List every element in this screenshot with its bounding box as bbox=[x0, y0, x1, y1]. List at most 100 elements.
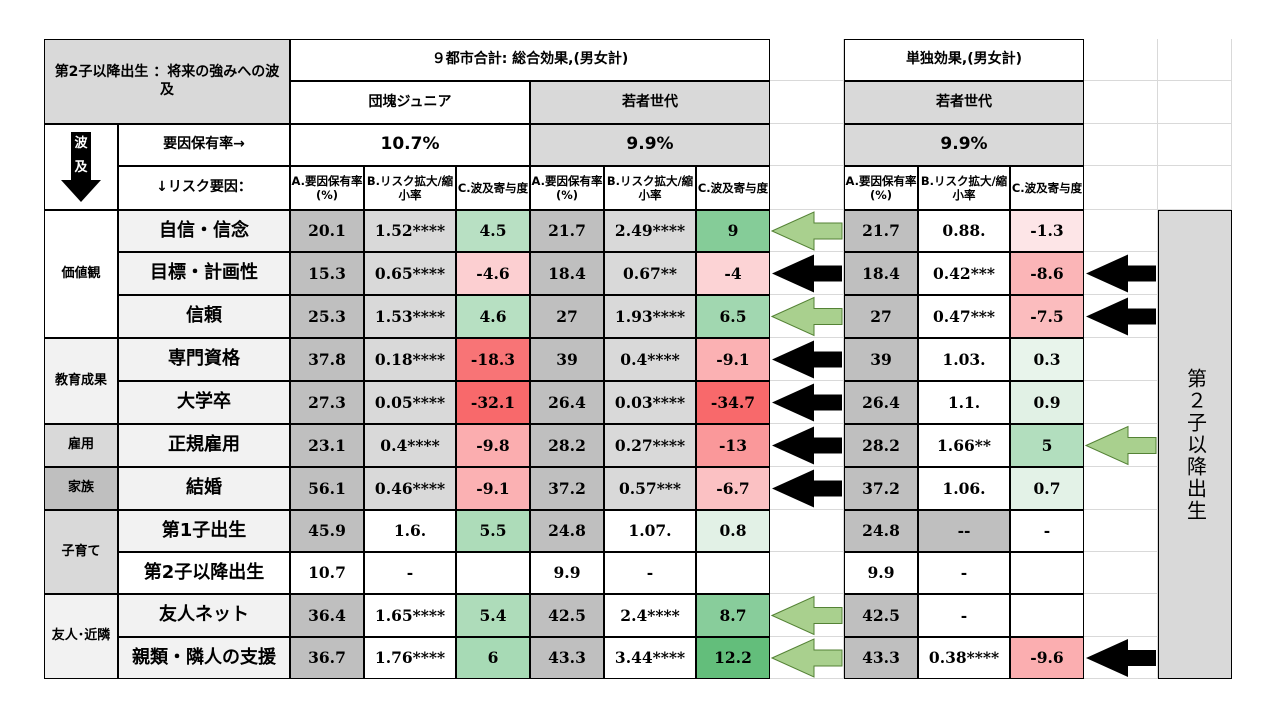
risk-factor-label: 親類・隣人の支援 bbox=[118, 637, 290, 679]
wave-arrow-cell: 波及 bbox=[44, 124, 118, 210]
value-c-single bbox=[1010, 552, 1084, 594]
category-label: 友人･近隣 bbox=[44, 594, 118, 679]
value-b-single: 1.1. bbox=[918, 381, 1010, 424]
value-a-young: 43.3 bbox=[530, 637, 604, 679]
empty-cell bbox=[770, 166, 844, 210]
value-c-young: -9.1 bbox=[696, 338, 770, 381]
empty-cell bbox=[770, 295, 844, 338]
col-header-a: A.要因保有率(%) bbox=[530, 166, 604, 210]
value-b-young: 2.49**** bbox=[604, 210, 696, 252]
value-b-young: 2.4**** bbox=[604, 594, 696, 637]
value-a-junior: 23.1 bbox=[290, 424, 364, 467]
value-a-young: 39 bbox=[530, 338, 604, 381]
value-b-single: -- bbox=[918, 510, 1010, 552]
empty-cell bbox=[770, 39, 844, 81]
col-header-b: B.リスク拡大/縮小率 bbox=[604, 166, 696, 210]
empty-cell bbox=[1158, 81, 1232, 124]
value-b-single: - bbox=[918, 594, 1010, 637]
value-c-single: - bbox=[1010, 510, 1084, 552]
empty-cell bbox=[1084, 381, 1158, 424]
empty-cell bbox=[770, 338, 844, 381]
value-c-junior: 4.5 bbox=[456, 210, 530, 252]
empty-cell bbox=[1084, 467, 1158, 510]
empty-cell bbox=[770, 637, 844, 679]
value-b-young: - bbox=[604, 552, 696, 594]
value-a-junior: 25.3 bbox=[290, 295, 364, 338]
segment-header-young-single: 若者世代 bbox=[844, 81, 1084, 124]
value-a-single: 42.5 bbox=[844, 594, 918, 637]
empty-cell bbox=[1084, 81, 1158, 124]
empty-cell bbox=[770, 594, 844, 637]
value-c-young: 6.5 bbox=[696, 295, 770, 338]
value-c-junior: 6 bbox=[456, 637, 530, 679]
value-c-single: -1.3 bbox=[1010, 210, 1084, 252]
risk-factor-label: 第2子以降出生 bbox=[118, 552, 290, 594]
value-b-young: 1.93**** bbox=[604, 295, 696, 338]
value-c-young: 12.2 bbox=[696, 637, 770, 679]
group-header-main: ９都市合計: 総合効果,(男女計) bbox=[290, 39, 770, 81]
side-label-text: 第２子以降出生 bbox=[1183, 367, 1208, 522]
col-header-c: C.波及寄与度 bbox=[1010, 166, 1084, 210]
col-header-a: A.要因保有率(%) bbox=[844, 166, 918, 210]
wave-arrow-icon: 波及 bbox=[61, 132, 101, 202]
value-b-junior: 0.46**** bbox=[364, 467, 456, 510]
value-b-junior: 1.52**** bbox=[364, 210, 456, 252]
value-a-junior: 27.3 bbox=[290, 381, 364, 424]
empty-cell bbox=[1158, 166, 1232, 210]
value-b-junior: - bbox=[364, 552, 456, 594]
value-b-junior: 0.65**** bbox=[364, 252, 456, 295]
segment-header-young: 若者世代 bbox=[530, 81, 770, 124]
value-b-single: 0.47*** bbox=[918, 295, 1010, 338]
value-c-young bbox=[696, 552, 770, 594]
empty-cell bbox=[1084, 552, 1158, 594]
value-a-junior: 15.3 bbox=[290, 252, 364, 295]
value-a-single: 28.2 bbox=[844, 424, 918, 467]
value-c-young: 9 bbox=[696, 210, 770, 252]
value-c-junior: -18.3 bbox=[456, 338, 530, 381]
value-b-junior: 1.53**** bbox=[364, 295, 456, 338]
col-header-b: B.リスク拡大/縮小率 bbox=[918, 166, 1010, 210]
risk-factor-label: 自信・信念 bbox=[118, 210, 290, 252]
empty-cell bbox=[1084, 210, 1158, 252]
segment-header-junior: 団塊ジュニア bbox=[290, 81, 530, 124]
value-c-young: 0.8 bbox=[696, 510, 770, 552]
value-c-young: -13 bbox=[696, 424, 770, 467]
risk-factor-label: 信頼 bbox=[118, 295, 290, 338]
value-b-single: 1.66** bbox=[918, 424, 1010, 467]
value-a-junior: 37.8 bbox=[290, 338, 364, 381]
risk-factor-label: 目標・計画性 bbox=[118, 252, 290, 295]
value-c-young: -4 bbox=[696, 252, 770, 295]
value-b-junior: 0.18**** bbox=[364, 338, 456, 381]
category-label: 教育成果 bbox=[44, 338, 118, 424]
risk-factor-label: 正規雇用 bbox=[118, 424, 290, 467]
value-a-junior: 10.7 bbox=[290, 552, 364, 594]
empty-cell bbox=[770, 381, 844, 424]
category-label: 雇用 bbox=[44, 424, 118, 467]
value-c-young: -6.7 bbox=[696, 467, 770, 510]
empty-cell bbox=[1084, 39, 1158, 81]
value-b-single: 1.03. bbox=[918, 338, 1010, 381]
value-a-young: 24.8 bbox=[530, 510, 604, 552]
risk-factor-label: 友人ネット bbox=[118, 594, 290, 637]
value-a-single: 39 bbox=[844, 338, 918, 381]
value-b-young: 1.07. bbox=[604, 510, 696, 552]
value-b-single: 0.38**** bbox=[918, 637, 1010, 679]
value-c-single bbox=[1010, 594, 1084, 637]
risk-factor-label: 結婚 bbox=[118, 467, 290, 510]
col-header-c: C.波及寄与度 bbox=[696, 166, 770, 210]
value-c-young: -34.7 bbox=[696, 381, 770, 424]
rate-junior: 10.7% bbox=[290, 124, 530, 166]
col-header-c: C.波及寄与度 bbox=[456, 166, 530, 210]
value-a-single: 37.2 bbox=[844, 467, 918, 510]
value-c-junior: 4.6 bbox=[456, 295, 530, 338]
value-c-single: 0.9 bbox=[1010, 381, 1084, 424]
value-a-young: 18.4 bbox=[530, 252, 604, 295]
value-b-junior: 0.05**** bbox=[364, 381, 456, 424]
value-b-junior: 1.65**** bbox=[364, 594, 456, 637]
value-c-single: -9.6 bbox=[1010, 637, 1084, 679]
empty-cell bbox=[1084, 338, 1158, 381]
value-b-single: 1.06. bbox=[918, 467, 1010, 510]
value-b-young: 0.67** bbox=[604, 252, 696, 295]
col-header-b: B.リスク拡大/縮小率 bbox=[364, 166, 456, 210]
col-header-a: A.要因保有率(%) bbox=[290, 166, 364, 210]
